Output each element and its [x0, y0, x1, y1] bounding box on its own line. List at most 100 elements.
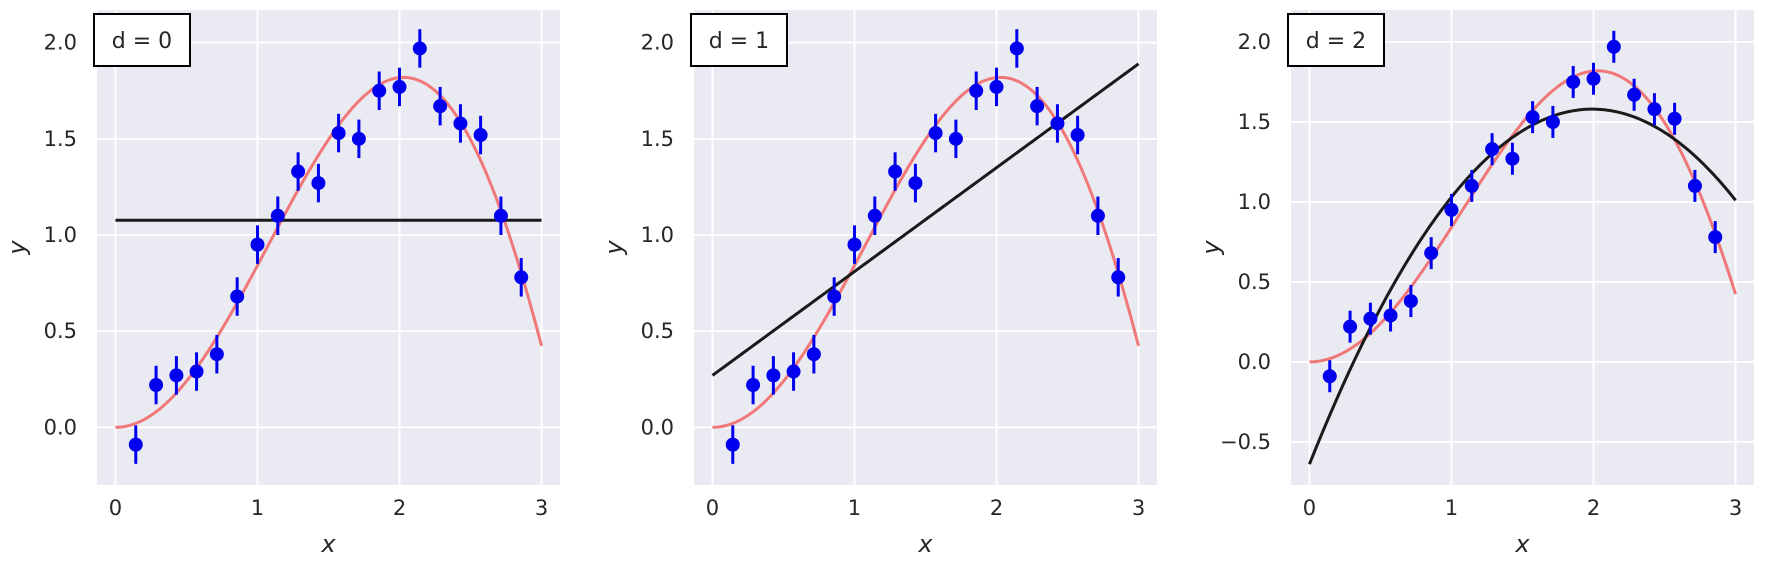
x-tick-labels: 0 1 2 3	[109, 496, 548, 520]
data-point	[1464, 178, 1479, 193]
data-point	[128, 437, 143, 452]
true-function-curve	[712, 75, 1140, 429]
data-point	[1566, 74, 1581, 89]
y-tick-labels: 0.0 0.5 1.0 1.5 2.0	[44, 31, 77, 440]
data-point	[1485, 142, 1500, 157]
y-tick-labels: 0.0 0.5 1.0 1.5 2.0	[641, 31, 674, 440]
data-point	[1545, 114, 1560, 129]
true-function-curve	[115, 75, 543, 429]
data-point	[948, 131, 963, 146]
y-tick-labels: −0.5 0.0 0.5 1.0 1.5 2.0	[1220, 30, 1271, 454]
x-tick-label: 2	[393, 496, 406, 520]
y-axis-label: y	[1197, 240, 1225, 256]
y-tick-label: 2.0	[1238, 30, 1271, 54]
data-point	[453, 116, 468, 131]
data-point	[908, 176, 923, 191]
data-point	[888, 164, 903, 179]
data-point	[1030, 99, 1045, 114]
data-point	[1687, 178, 1702, 193]
observation-points	[725, 29, 1126, 464]
data-point	[514, 270, 529, 285]
y-tick-label: 0.5	[1238, 270, 1271, 294]
observation-points	[1322, 30, 1723, 393]
data-point	[169, 368, 184, 383]
data-point	[746, 378, 761, 392]
data-point	[1667, 111, 1682, 126]
data-point	[1627, 87, 1642, 102]
legend-box: d = 1	[690, 13, 788, 67]
data-point	[209, 347, 224, 362]
fit-line	[1308, 107, 1737, 465]
x-axis-label: x	[320, 530, 336, 558]
y-tick-label: 1.0	[1238, 190, 1271, 214]
data-point	[1403, 294, 1418, 309]
y-tick-label: 0.5	[641, 319, 674, 343]
data-point	[473, 128, 488, 142]
x-tick-label: 0	[1303, 496, 1316, 520]
x-tick-label: 0	[706, 496, 719, 520]
data-point	[412, 41, 427, 56]
data-point	[786, 364, 801, 379]
y-tick-label: 1.0	[44, 223, 77, 247]
data-point	[1363, 311, 1378, 326]
plot-area	[1291, 10, 1754, 485]
data-point	[1586, 71, 1601, 86]
observation-points	[128, 29, 529, 464]
legend-frame	[690, 13, 788, 67]
panel-d1: 0 1 2 3 0.0 0.5 1.0 1.5 2.0 x y d = 1	[600, 10, 1157, 558]
data-point	[827, 289, 842, 304]
data-point	[331, 126, 346, 141]
y-tick-label: 0.5	[44, 319, 77, 343]
fit-line	[711, 62, 1140, 377]
data-point	[1505, 151, 1520, 166]
data-point	[1444, 202, 1459, 217]
y-tick-label: 2.0	[641, 31, 674, 55]
data-point	[311, 176, 326, 191]
x-tick-label: 1	[251, 496, 264, 520]
x-tick-labels: 0 1 2 3	[706, 496, 1145, 520]
data-point	[989, 79, 1004, 94]
grid	[1291, 10, 1754, 485]
data-point	[250, 237, 265, 252]
true-function-curve	[1309, 69, 1737, 364]
y-tick-label: 1.5	[641, 127, 674, 151]
data-point	[230, 289, 245, 304]
x-tick-labels: 0 1 2 3	[1303, 496, 1742, 520]
data-point	[867, 208, 882, 223]
data-point	[392, 79, 407, 94]
data-point	[725, 437, 740, 452]
y-tick-label: 1.5	[44, 127, 77, 151]
x-tick-label: 3	[1729, 496, 1742, 520]
data-point	[1111, 270, 1126, 285]
data-point	[1708, 230, 1723, 245]
y-tick-label: 2.0	[44, 31, 77, 55]
plot-area	[97, 10, 560, 485]
data-point	[1070, 128, 1085, 142]
y-tick-label: 1.5	[1238, 110, 1271, 134]
plot-area	[694, 10, 1157, 485]
data-point	[433, 99, 448, 114]
panel-title: d = 0	[112, 29, 172, 54]
legend-box: d = 0	[93, 13, 191, 67]
data-point	[1383, 308, 1398, 323]
data-point	[928, 126, 943, 141]
x-axis-label: x	[1514, 530, 1530, 558]
data-point	[493, 208, 508, 223]
legend-frame	[93, 13, 191, 67]
y-tick-label: 0.0	[641, 415, 674, 439]
x-tick-label: 2	[1587, 496, 1600, 520]
data-point	[1090, 208, 1105, 223]
data-point	[1647, 102, 1662, 117]
y-tick-label: 0.0	[1238, 350, 1271, 374]
y-axis-label: y	[600, 240, 628, 256]
y-tick-label: −0.5	[1220, 430, 1271, 454]
data-point	[1606, 39, 1621, 54]
data-point	[1525, 110, 1540, 125]
data-point	[766, 368, 781, 383]
data-point	[1009, 41, 1024, 56]
data-point	[1424, 246, 1439, 261]
data-point	[149, 378, 164, 392]
x-tick-label: 2	[990, 496, 1003, 520]
data-point	[1343, 319, 1358, 334]
